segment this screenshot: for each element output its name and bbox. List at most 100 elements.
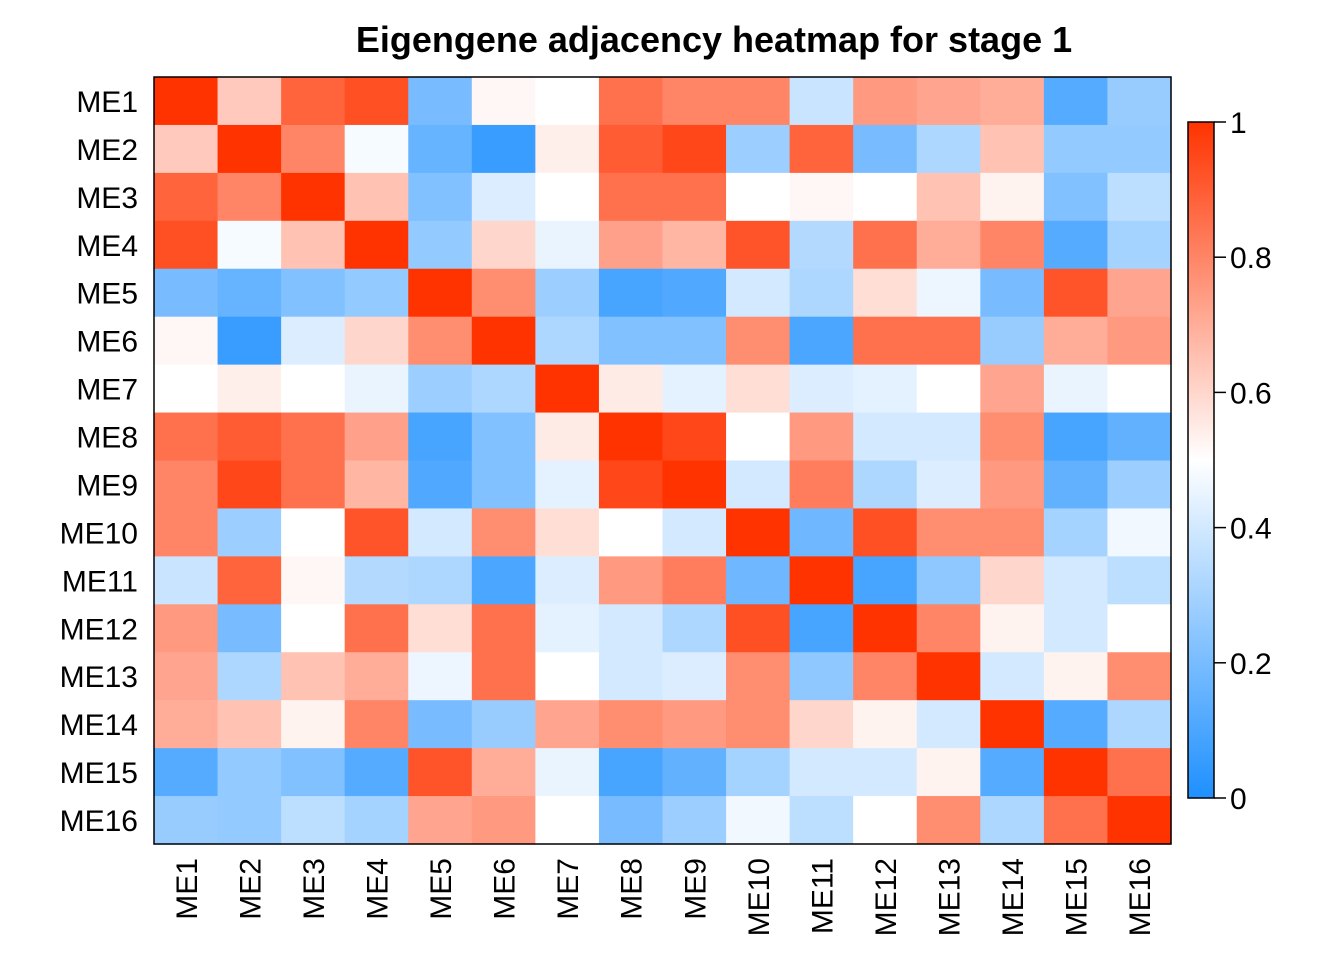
heatmap-cell-ME5-ME10 [726, 268, 791, 318]
heatmap-cell-ME1-ME13 [916, 77, 981, 126]
heatmap-cell-ME7-ME4 [344, 364, 409, 414]
heatmap-cell-ME7-ME9 [662, 364, 727, 414]
heatmap-cell-ME15-ME9 [662, 748, 727, 797]
heatmap-cell-ME8-ME10 [726, 412, 791, 462]
heatmap-cell-ME12-ME14 [980, 604, 1045, 653]
heatmap-cell-ME6-ME5 [408, 316, 473, 366]
heatmap-cell-ME6-ME12 [853, 316, 918, 366]
heatmap-cell-ME3-ME6 [471, 172, 536, 222]
heatmap-cell-ME12-ME3 [281, 604, 346, 653]
heatmap-cell-ME13-ME7 [535, 652, 600, 701]
colorbar-tick-label: 0 [1230, 783, 1247, 816]
heatmap-cell-ME11-ME10 [726, 556, 791, 605]
heatmap-cell-ME16-ME12 [853, 796, 918, 845]
heatmap-cell-ME4-ME11 [789, 220, 854, 270]
heatmap-cell-ME3-ME2 [217, 172, 282, 222]
chart-title: Eigengene adjacency heatmap for stage 1 [356, 19, 1072, 60]
heatmap-cell-ME15-ME4 [344, 748, 409, 797]
heatmap-cell-ME3-ME5 [408, 172, 473, 222]
heatmap-cell-ME10-ME6 [471, 508, 536, 557]
heatmap-cell-ME15-ME16 [1107, 748, 1172, 797]
heatmap-cell-ME5-ME3 [281, 268, 346, 318]
heatmap-cell-ME15-ME5 [408, 748, 473, 797]
heatmap-cell-ME10-ME11 [789, 508, 854, 557]
heatmap-cell-ME6-ME1 [154, 316, 219, 366]
heatmap-cell-ME1-ME7 [535, 77, 600, 126]
heatmap-cell-ME9-ME1 [154, 460, 219, 510]
heatmap-cell-ME15-ME15 [1043, 748, 1109, 797]
heatmap-cell-ME10-ME4 [344, 508, 409, 557]
x-axis-labels: ME1 ME2 ME3 ME4 ME5 ME6 ME7 ME8 ME9 ME10 ME11 ME12 M… [171, 858, 1157, 936]
heatmap-cell-ME9-ME9 [662, 460, 727, 510]
heatmap-cell-ME10-ME15 [1043, 508, 1109, 557]
heatmap-cell-ME10-ME5 [408, 508, 473, 557]
heatmap-cell-ME9-ME13 [916, 460, 981, 510]
heatmap-cell-ME16-ME16 [1107, 796, 1172, 845]
heatmap-cell-ME2-ME5 [408, 124, 473, 174]
heatmap-cell-ME8-ME15 [1043, 412, 1109, 462]
heatmap-cell-ME11-ME13 [916, 556, 981, 605]
heatmap-cell-ME8-ME3 [281, 412, 346, 462]
x-tick-label: ME2 [234, 858, 267, 920]
heatmap-cell-ME10-ME12 [853, 508, 918, 557]
colorbar-tick-label: 0.6 [1230, 377, 1272, 410]
heatmap-cell-ME13-ME6 [471, 652, 536, 701]
heatmap-cell-ME10-ME16 [1107, 508, 1172, 557]
heatmap-cell-ME3-ME8 [598, 172, 664, 222]
heatmap-cell-ME10-ME1 [154, 508, 219, 557]
heatmap-cell-ME14-ME7 [535, 700, 600, 749]
heatmap-cell-ME6-ME7 [535, 316, 600, 366]
heatmap-cell-ME12-ME9 [662, 604, 727, 653]
heatmap-cell-ME2-ME9 [662, 124, 727, 174]
heatmap-cell-ME5-ME5 [408, 268, 473, 318]
heatmap-cell-ME13-ME13 [916, 652, 981, 701]
heatmap-cell-ME11-ME9 [662, 556, 727, 605]
heatmap-cell-ME11-ME4 [344, 556, 409, 605]
heatmap-cell-ME13-ME3 [281, 652, 346, 701]
heatmap-cell-ME3-ME1 [154, 172, 219, 222]
heatmap-cell-ME10-ME13 [916, 508, 981, 557]
heatmap-cell-ME13-ME5 [408, 652, 473, 701]
heatmap-cell-ME3-ME7 [535, 172, 600, 222]
heatmap-cell-ME13-ME2 [217, 652, 282, 701]
heatmap-cell-ME12-ME11 [789, 604, 854, 653]
heatmap-cell-ME7-ME13 [916, 364, 981, 414]
heatmap-cell-ME9-ME16 [1107, 460, 1172, 510]
heatmap-cell-ME4-ME5 [408, 220, 473, 270]
heatmap-cell-ME12-ME8 [598, 604, 664, 653]
heatmap-cell-ME11-ME2 [217, 556, 282, 605]
heatmap-cell-ME4-ME8 [598, 220, 664, 270]
x-tick-label: ME16 [1124, 858, 1157, 936]
heatmap-cells [154, 77, 1172, 845]
x-tick-label: ME5 [425, 858, 458, 920]
heatmap-cell-ME9-ME2 [217, 460, 282, 510]
heatmap-cell-ME7-ME3 [281, 364, 346, 414]
x-tick-label: ME12 [870, 858, 903, 936]
heatmap-cell-ME1-ME9 [662, 77, 727, 126]
heatmap-cell-ME1-ME6 [471, 77, 536, 126]
heatmap-cell-ME10-ME7 [535, 508, 600, 557]
y-tick-label: ME15 [60, 757, 138, 790]
x-tick-label: ME13 [934, 858, 967, 936]
x-tick-label: ME8 [616, 858, 649, 920]
y-tick-label: ME1 [76, 86, 138, 119]
heatmap-cell-ME8-ME9 [662, 412, 727, 462]
heatmap-cell-ME14-ME11 [789, 700, 854, 749]
y-tick-label: ME16 [60, 805, 138, 838]
heatmap-cell-ME7-ME14 [980, 364, 1045, 414]
heatmap-cell-ME15-ME14 [980, 748, 1045, 797]
heatmap-cell-ME4-ME12 [853, 220, 918, 270]
heatmap-cell-ME7-ME15 [1043, 364, 1109, 414]
heatmap-cell-ME6-ME2 [217, 316, 282, 366]
heatmap-cell-ME1-ME4 [344, 77, 409, 126]
heatmap-cell-ME6-ME8 [598, 316, 664, 366]
heatmap-cell-ME16-ME1 [154, 796, 219, 845]
heatmap-cell-ME5-ME15 [1043, 268, 1109, 318]
x-tick-label: ME10 [743, 858, 776, 936]
colorbar-tick-label: 1 [1230, 107, 1247, 140]
heatmap-cell-ME1-ME5 [408, 77, 473, 126]
heatmap-cell-ME13-ME11 [789, 652, 854, 701]
heatmap-cell-ME3-ME15 [1043, 172, 1109, 222]
heatmap-cell-ME5-ME6 [471, 268, 536, 318]
heatmap-cell-ME1-ME14 [980, 77, 1045, 126]
